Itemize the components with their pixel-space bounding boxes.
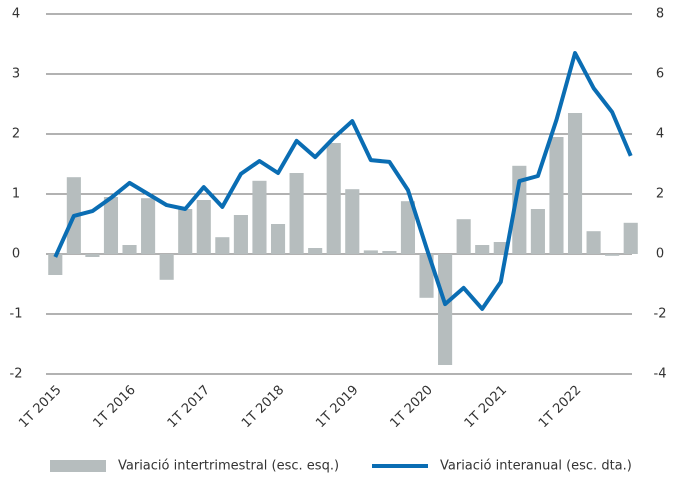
- x-tick-label: 1T 2015: [16, 383, 64, 431]
- x-tick-label: 1T 2019: [313, 383, 361, 431]
- x-tick-label: 1T 2021: [462, 383, 510, 431]
- bar: [233, 215, 248, 254]
- bar: [215, 237, 230, 254]
- bar: [178, 209, 193, 254]
- bar: [122, 245, 137, 254]
- bar: [252, 180, 267, 254]
- bar: [493, 242, 508, 254]
- bar: [345, 189, 360, 254]
- bar: [400, 201, 416, 254]
- y-tick-label: 1: [12, 187, 20, 202]
- y-tick-label: -1: [10, 307, 23, 322]
- x-tick-label: 1T 2018: [239, 383, 287, 431]
- bar: [196, 200, 211, 254]
- bar: [530, 209, 545, 254]
- bar: [48, 254, 63, 275]
- x-tick-label: 1T 2020: [387, 383, 435, 431]
- bar: [289, 173, 304, 254]
- y2-tick-label: 2: [656, 187, 664, 202]
- bar: [308, 248, 323, 254]
- bar: [141, 198, 156, 254]
- bar: [512, 165, 527, 254]
- legend-label: Variació intertrimestral (esc. esq.): [118, 459, 339, 474]
- y-tick-label: 4: [12, 7, 20, 22]
- bar: [438, 254, 453, 365]
- bar: [363, 250, 378, 254]
- bar: [85, 254, 100, 257]
- bar: [567, 113, 583, 254]
- bar: [382, 251, 397, 254]
- x-tick-label: 1T 2017: [165, 383, 213, 431]
- bar: [549, 137, 564, 254]
- bar: [623, 222, 638, 254]
- bar: [270, 224, 286, 254]
- y2-tick-label: -2: [654, 307, 667, 322]
- y-tick-label: -2: [10, 367, 23, 382]
- line: [53, 51, 633, 311]
- bar: [326, 143, 341, 254]
- y2-tick-label: 8: [656, 7, 664, 22]
- y-tick-label: 2: [12, 127, 20, 142]
- y-tick-label: 3: [12, 67, 20, 82]
- bar: [586, 231, 601, 254]
- x-tick-label: 1T 2016: [90, 383, 138, 431]
- y2-tick-label: -4: [654, 367, 667, 382]
- legend-label: Variació interanual (esc. dta.): [440, 459, 632, 474]
- y2-tick-label: 6: [656, 67, 664, 82]
- bar: [456, 219, 471, 254]
- bar: [605, 254, 620, 256]
- bar: [159, 254, 174, 280]
- y-tick-label: 0: [12, 247, 20, 262]
- y2-tick-label: 0: [656, 247, 664, 262]
- bar: [103, 197, 119, 254]
- legend-swatch: [50, 460, 106, 472]
- bar: [475, 245, 490, 254]
- y2-tick-label: 4: [656, 127, 664, 142]
- x-tick-label: 1T 2022: [536, 383, 584, 431]
